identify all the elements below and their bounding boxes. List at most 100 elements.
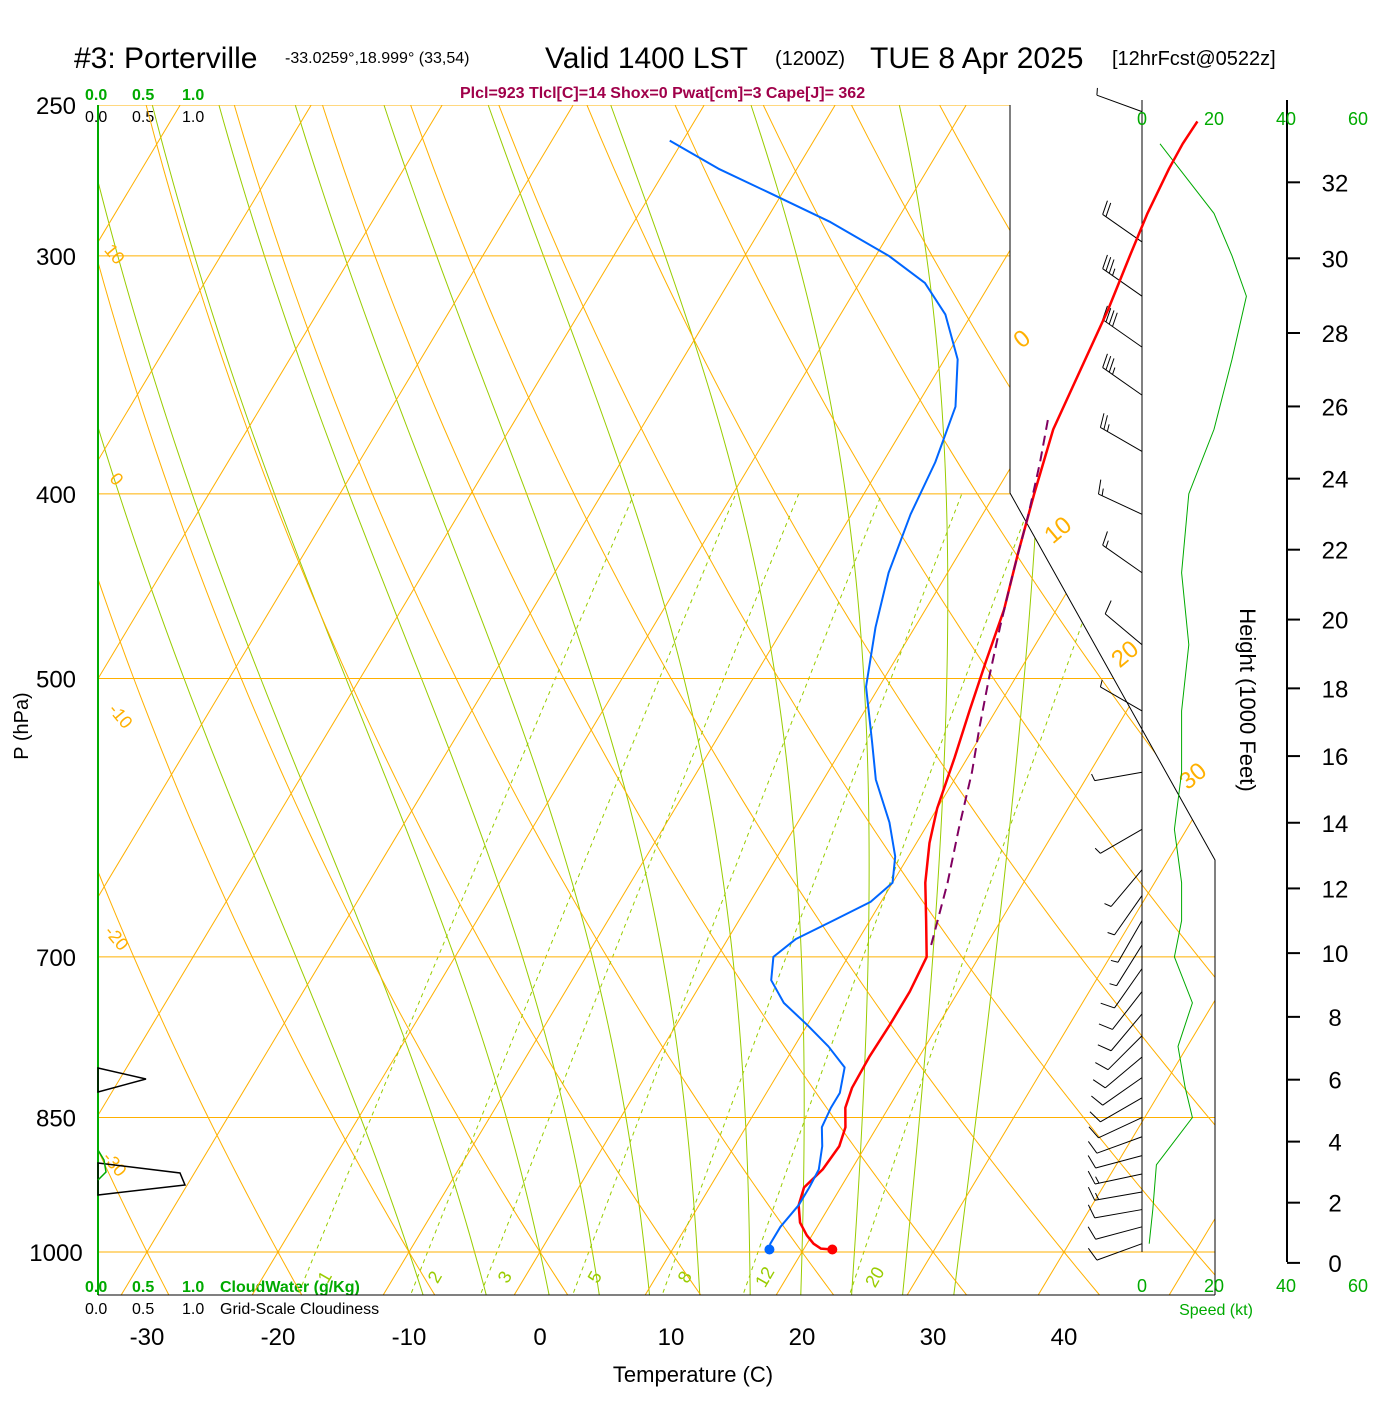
thermo-grid	[98, 105, 1215, 1295]
y-axis-label: P (hPa)	[11, 692, 33, 759]
height-tick-label: 2	[1328, 1191, 1341, 1218]
wind-barb	[1100, 968, 1143, 1009]
wind-barb	[1107, 895, 1143, 936]
wind-barb-staff	[1117, 920, 1143, 963]
wind-barb-staff	[1110, 1013, 1143, 1052]
wind-barb-half	[1101, 488, 1104, 496]
wind-barb-half	[1112, 367, 1116, 375]
temperature-tick-label: 30	[920, 1324, 947, 1351]
wind-speed-profile	[1148, 143, 1247, 1244]
dry-adiabat	[98, 105, 189, 1295]
wind-barb	[1087, 1170, 1143, 1185]
moist-adiabat	[98, 105, 495, 1295]
wind-barb-full	[1087, 1248, 1098, 1261]
wind-barb	[1098, 991, 1143, 1030]
zulu-time: (1200Z)	[775, 48, 845, 70]
wind-barb-half	[1107, 932, 1115, 936]
wind-barb-staff	[1095, 1226, 1143, 1240]
wind-barb-full	[1098, 479, 1102, 495]
moist-adiabat	[98, 105, 434, 1295]
wind-barb-full	[1104, 600, 1112, 615]
mixing-ratio-label: 12	[751, 1263, 778, 1290]
cloudiness-scale-top: 0.0 0.5 1.0	[85, 109, 204, 126]
pressure-tick-label: 400	[36, 482, 76, 509]
cloudiness-trace	[97, 1067, 147, 1093]
cloud-scale-label: 0.0	[85, 1301, 107, 1318]
mixing-ratio-label: 2	[424, 1268, 446, 1287]
mixing-ratio-line	[477, 493, 800, 1295]
dry-adiabat	[136, 105, 727, 1295]
wind-barb	[1098, 479, 1143, 515]
wind-barb-half	[1112, 268, 1116, 276]
wind-barb	[1097, 1013, 1143, 1052]
wind-barb	[1092, 1056, 1143, 1089]
isotherm	[885, 105, 1215, 1295]
wind-barb	[1110, 920, 1143, 963]
wind-barb	[1102, 531, 1143, 574]
wind-barb-full	[1091, 1095, 1103, 1106]
wind-barb	[1087, 1204, 1143, 1219]
wind-barb-staff	[1100, 828, 1143, 854]
dewpoint-surface-marker	[764, 1244, 775, 1255]
wind-barb	[1087, 1155, 1143, 1169]
dewpoint-line	[669, 139, 959, 1250]
wind-barb-full	[1103, 415, 1108, 430]
wind-barb-staff	[1094, 1209, 1143, 1219]
mixing-ratio-label: 20	[861, 1263, 888, 1290]
wind-barb-full	[1102, 200, 1108, 215]
wind-barb-full	[1099, 413, 1105, 428]
wind-barb-staff	[1102, 214, 1143, 243]
pressure-tick-label: 1000	[29, 1240, 82, 1267]
cloudiness-trace	[97, 1162, 187, 1196]
wind-barb-staff	[1098, 493, 1143, 515]
moist-adiabat-label: 0	[1008, 325, 1036, 354]
cloud-scale-label: 0.5	[132, 1279, 154, 1296]
wind-barb-full	[1087, 1170, 1096, 1185]
station-title: #3: Porterville	[74, 42, 257, 75]
wind-barb-staff	[1096, 1243, 1143, 1261]
wind-barb-half	[1105, 540, 1109, 548]
wind-barb-full	[1092, 1079, 1106, 1089]
wind-barb-half	[1095, 1192, 1100, 1200]
speed-axis-label: Speed (kt)	[1179, 1302, 1253, 1319]
temperature-tick-label: 40	[1051, 1324, 1078, 1351]
wind-barb-staff	[1104, 613, 1143, 646]
height-tick-label: 8	[1328, 1005, 1341, 1032]
wind-barb	[1087, 1136, 1143, 1154]
dry-adiabat	[659, 105, 1215, 1295]
wind-barb-full	[1105, 202, 1112, 217]
height-tick-label: 0	[1328, 1251, 1341, 1278]
isotherm	[98, 105, 594, 1295]
speed-tick-label-top: 60	[1348, 109, 1368, 129]
wind-barb-half	[1094, 847, 1101, 854]
isotherm	[1147, 105, 1215, 1295]
wind-barb	[1104, 600, 1143, 646]
wind-barb-full	[1095, 1062, 1109, 1071]
wind-barb-half	[1095, 1176, 1100, 1184]
wind-barb	[1104, 869, 1143, 907]
height-tick-label: 28	[1322, 321, 1349, 348]
dry-adiabat-label: 10	[100, 240, 128, 268]
speed-tick-label-bottom: 0	[1137, 1276, 1147, 1296]
wind-barb-staff	[1102, 544, 1143, 574]
mixing-ratio-line	[659, 493, 963, 1295]
wind-barb	[1089, 1097, 1143, 1123]
height-tick-label: 24	[1322, 467, 1349, 494]
wind-barb-full	[1105, 355, 1112, 371]
wind-barb	[1087, 1243, 1143, 1261]
forecast-tag: [12hrFcst@0522z]	[1112, 48, 1276, 70]
wind-barb	[1087, 1226, 1143, 1240]
pressure-tick-label: 700	[36, 945, 76, 972]
wind-barb-staff	[1100, 686, 1143, 712]
wind-barb	[1102, 254, 1143, 297]
dry-adiabat	[746, 105, 1215, 1295]
moist-adiabat-label: 10	[1039, 511, 1077, 549]
wind-barb	[1088, 1117, 1143, 1139]
wind-barbs	[1087, 87, 1143, 1261]
cloud-scale-label: 1.0	[182, 1279, 204, 1296]
moist-adiabat-label: 30	[1174, 757, 1212, 795]
temperature-tick-label: 10	[658, 1324, 685, 1351]
wind-barb-staff	[1095, 1155, 1143, 1169]
